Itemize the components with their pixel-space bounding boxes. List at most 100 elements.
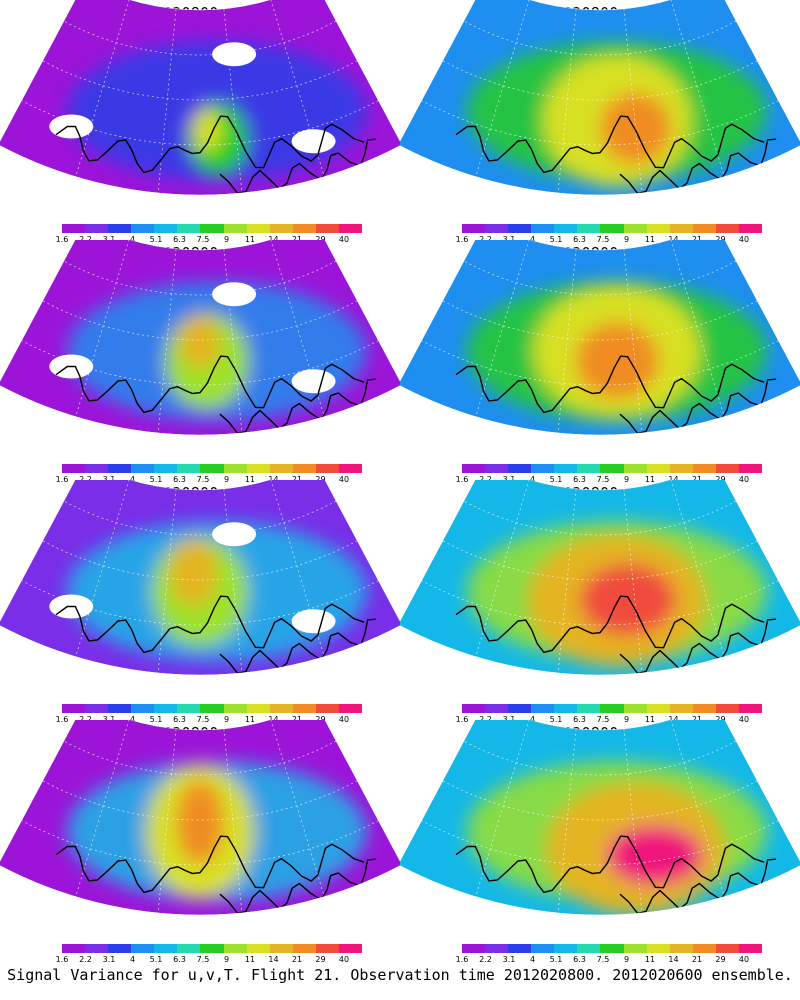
missing-data-patch	[212, 42, 257, 67]
graticule-line	[475, 0, 530, 177]
graticule-line	[157, 248, 177, 433]
colorbar-tick-label: 11	[244, 715, 256, 724]
colorbar-swatch	[108, 464, 132, 473]
map-panel	[400, 480, 800, 676]
graticule-line	[421, 820, 779, 866]
colorbar-swatch	[177, 704, 201, 713]
graticule-line	[463, 500, 737, 536]
colorbar-swatch	[85, 224, 109, 233]
graticule-line	[21, 580, 379, 626]
colorbar-tick-label: 1.6	[455, 955, 469, 964]
colorbar-swatch	[600, 944, 624, 953]
graticule-line	[223, 8, 243, 193]
colorbar-tick-label: 2.2	[79, 955, 92, 964]
colorbar-tick-label: 5.1	[549, 475, 563, 484]
graticule-line	[270, 480, 325, 657]
graticule-line	[475, 720, 530, 897]
colorbar-swatch	[315, 224, 339, 233]
colorbar-tick-label: 4	[529, 955, 536, 964]
colorbar-swatch	[692, 224, 716, 233]
colorbar-swatch	[246, 224, 270, 233]
colorbar-swatch	[338, 944, 363, 953]
colorbar-tick-label: 29	[315, 955, 326, 964]
map-panel	[0, 480, 400, 676]
coastline	[219, 618, 377, 675]
graticule-line	[421, 580, 779, 626]
colorbar	[62, 704, 363, 713]
coastline	[219, 378, 377, 435]
coastline	[55, 835, 365, 894]
coastline	[455, 595, 765, 654]
graticule-line	[75, 0, 130, 177]
colorbar-swatch	[646, 464, 670, 473]
colorbar-swatch	[85, 944, 109, 953]
colorbar-tick-label: 1.6	[55, 955, 69, 964]
colorbar-swatch	[554, 944, 578, 953]
colorbar-tick-label: 9	[623, 475, 630, 484]
colorbar-tick-label: 5.1	[549, 955, 563, 964]
colorbar-tick-label: 9	[623, 955, 630, 964]
colorbar-tick-label: 7.5	[596, 715, 610, 724]
graticule-line	[421, 340, 779, 386]
coastline	[619, 138, 777, 195]
map-panel	[0, 0, 400, 196]
colorbar-tick-label: 5.1	[149, 955, 163, 964]
colorbar-swatch	[508, 704, 532, 713]
panel-72h: 2012020800 + 72h 1.62.23.145.16.37.59111…	[400, 480, 800, 724]
colorbar-tick-label: 5.1	[549, 235, 563, 244]
colorbar-swatch	[131, 224, 155, 233]
graticule-line	[63, 740, 337, 776]
colorbar-tick-label: 6.3	[573, 715, 586, 724]
colorbar-swatch	[85, 464, 109, 473]
colorbar-tick-label: 11	[244, 475, 256, 484]
colorbar-swatch	[154, 944, 178, 953]
colorbar-tick-label: 40	[338, 475, 350, 484]
colorbar-swatch	[485, 704, 509, 713]
coastline	[619, 618, 777, 675]
colorbar	[62, 944, 363, 953]
map-panel	[400, 720, 800, 916]
colorbar-swatch	[269, 224, 293, 233]
colorbar-swatch	[131, 944, 155, 953]
colorbar-swatch	[623, 944, 647, 953]
colorbar-labels: 1.6 2.2 3.1 4 5.1 6.3 7.5 9 11 14 21 29 40	[456, 955, 762, 965]
colorbar-swatch	[200, 224, 224, 233]
colorbar-tick-label: 9	[623, 715, 630, 724]
graticule-line	[21, 820, 379, 866]
colorbar-swatch	[669, 944, 693, 953]
variance-hotspot	[169, 539, 218, 607]
colorbar-swatch	[485, 464, 509, 473]
graticule-line	[670, 720, 725, 897]
colorbar-swatch	[177, 944, 201, 953]
colorbar-swatch	[108, 224, 132, 233]
colorbar-tick-label: 2.2	[479, 955, 492, 964]
colorbar-swatch	[292, 704, 316, 713]
colorbar-swatch	[292, 944, 316, 953]
colorbar-swatch	[462, 944, 486, 953]
panel-60h: 2012020800 + 60h 1.62.23.145.16.37.59111…	[400, 240, 800, 484]
colorbar-swatch	[531, 944, 555, 953]
colorbar-swatch	[200, 464, 224, 473]
colorbar-swatch	[485, 944, 509, 953]
colorbar-swatch	[246, 704, 270, 713]
panel-00h: 2012020800 + 00h 1.62.23.145.16.37.59111…	[0, 0, 400, 244]
colorbar-tick-label: 7.5	[196, 955, 210, 964]
colorbar	[462, 704, 763, 713]
colorbar-tick-label: 11	[644, 475, 656, 484]
graticule-line	[157, 8, 177, 193]
missing-data-patch	[291, 609, 336, 634]
colorbar-tick-label: 7.5	[196, 475, 210, 484]
colorbar-swatch	[669, 224, 693, 233]
colorbar-tick-label: 9	[223, 235, 230, 244]
colorbar-tick-label: 11	[244, 235, 256, 244]
colorbar-tick-label: 40	[338, 235, 350, 244]
coastline	[455, 355, 765, 414]
colorbar-tick-label: 6.3	[573, 235, 586, 244]
colorbar-swatch	[738, 464, 763, 473]
colorbar-swatch	[200, 704, 224, 713]
colorbar-swatch	[508, 464, 532, 473]
coastline	[55, 595, 365, 654]
map-panel	[400, 0, 800, 196]
colorbar-swatch	[600, 464, 624, 473]
colorbar-swatch	[462, 704, 486, 713]
